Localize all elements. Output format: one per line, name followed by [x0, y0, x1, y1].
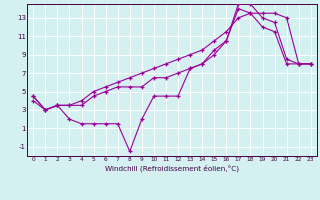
X-axis label: Windchill (Refroidissement éolien,°C): Windchill (Refroidissement éolien,°C) — [105, 165, 239, 172]
